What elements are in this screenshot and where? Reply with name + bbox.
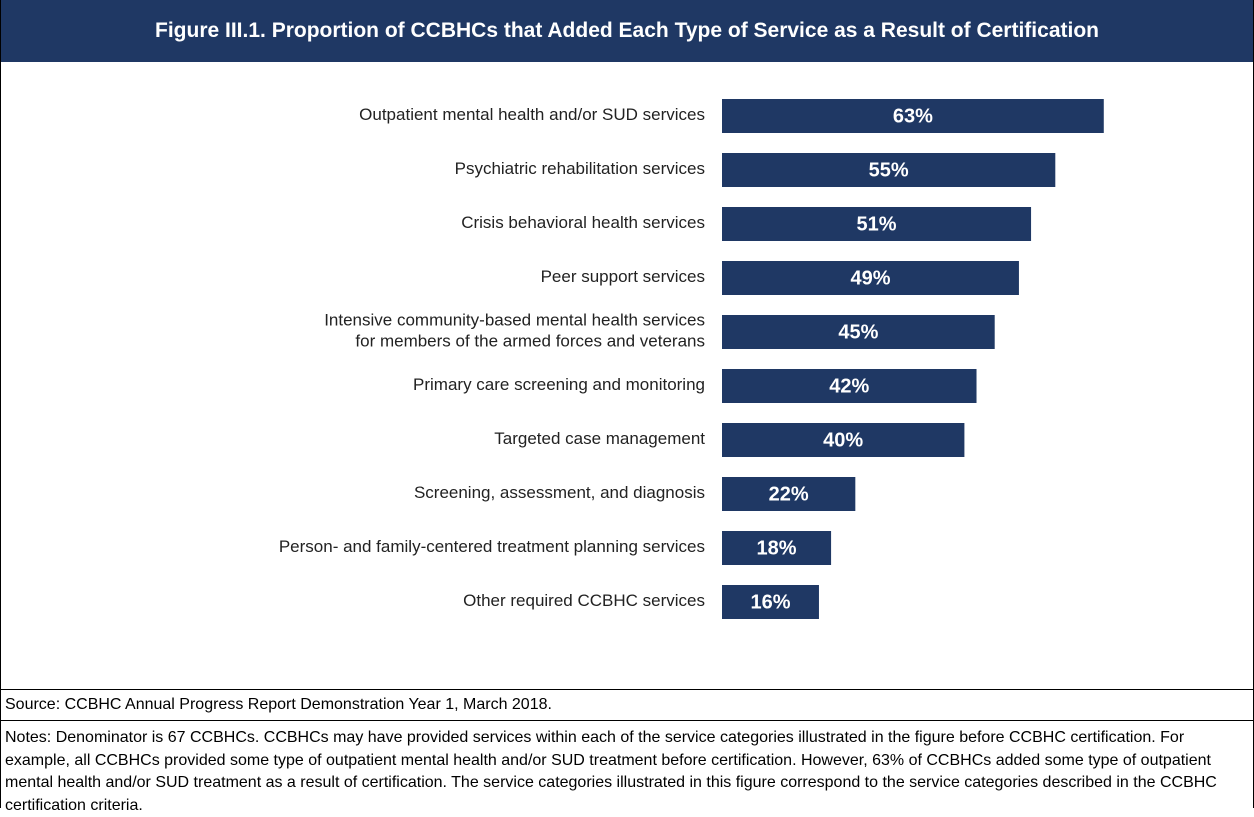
bar <box>722 585 819 619</box>
bar <box>722 477 856 511</box>
value-label: 45% <box>838 321 878 343</box>
category-label: Intensive community-based mental health … <box>324 311 705 351</box>
bar <box>722 531 832 565</box>
category-label: Targeted case management <box>494 429 705 448</box>
value-label: 55% <box>869 159 909 181</box>
value-label: 42% <box>829 375 869 397</box>
value-label: 18% <box>757 537 797 559</box>
category-label: Primary care screening and monitoring <box>413 375 705 394</box>
value-label: 49% <box>850 267 890 289</box>
category-label: Psychiatric rehabilitation services <box>455 159 705 178</box>
category-label: Person- and family-centered treatment pl… <box>279 537 705 556</box>
bar <box>722 315 995 349</box>
bar <box>722 261 1019 295</box>
value-label: 16% <box>750 591 790 613</box>
bar <box>722 99 1104 133</box>
category-label-line: Person- and family-centered treatment pl… <box>279 537 705 556</box>
bar <box>722 207 1032 241</box>
category-label: Outpatient mental health and/or SUD serv… <box>359 105 705 124</box>
category-label-line: Other required CCBHC services <box>463 591 705 610</box>
category-label: Crisis behavioral health services <box>461 213 705 232</box>
bar <box>722 423 965 457</box>
category-label-line: for members of the armed forces and vete… <box>355 332 705 351</box>
category-label: Peer support services <box>541 267 705 286</box>
bar <box>722 153 1056 187</box>
chart-area: Outpatient mental health and/or SUD serv… <box>1 62 1253 690</box>
category-label-line: Primary care screening and monitoring <box>413 375 705 394</box>
category-label: Screening, assessment, and diagnosis <box>414 483 705 502</box>
category-label: Other required CCBHC services <box>463 591 705 610</box>
chart: Outpatient mental health and/or SUD serv… <box>279 99 1104 619</box>
category-label-line: Peer support services <box>541 267 705 286</box>
category-label-line: Targeted case management <box>494 429 705 448</box>
notes: Notes: Denominator is 67 CCBHCs. CCBHCs … <box>5 729 1217 814</box>
category-label-line: Outpatient mental health and/or SUD serv… <box>359 105 705 124</box>
category-label-line: Intensive community-based mental health … <box>324 311 705 330</box>
category-label-line: Screening, assessment, and diagnosis <box>414 483 705 502</box>
value-label: 63% <box>893 105 933 127</box>
value-label: 22% <box>769 483 809 505</box>
value-label: 40% <box>823 429 863 451</box>
source-note: Source: CCBHC Annual Progress Report Dem… <box>1 690 1253 721</box>
figure-title: Figure III.1. Proportion of CCBHCs that … <box>1 0 1253 62</box>
value-label: 51% <box>857 213 897 235</box>
category-label-line: Crisis behavioral health services <box>461 213 705 232</box>
bar <box>722 369 977 403</box>
category-label-line: Psychiatric rehabilitation services <box>455 159 705 178</box>
